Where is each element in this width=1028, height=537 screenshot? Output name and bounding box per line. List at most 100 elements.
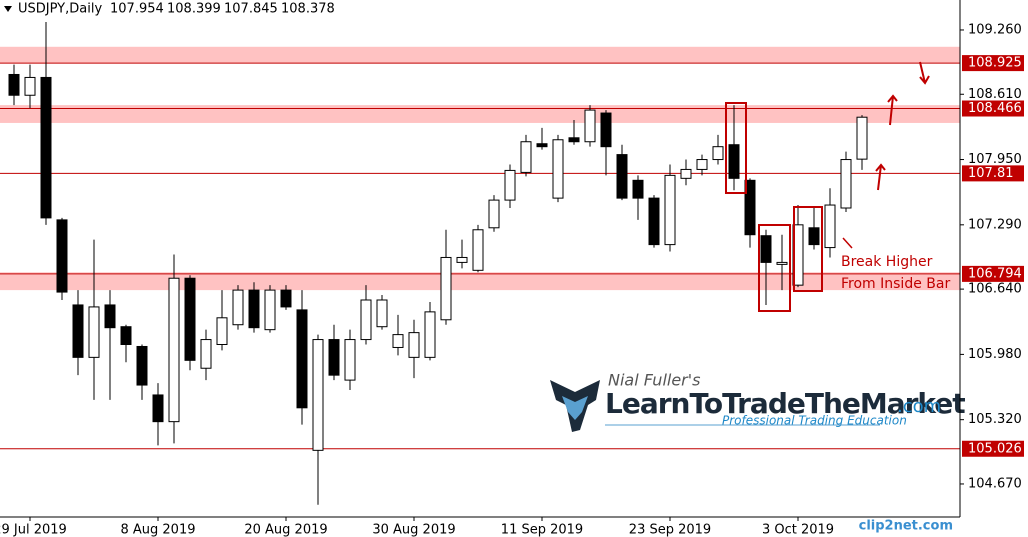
- candle-body: [168, 277, 180, 423]
- level-tag: [962, 55, 1024, 72]
- zone: [0, 272, 960, 291]
- level-tag: [962, 165, 1024, 182]
- candle-body: [472, 229, 484, 271]
- candle-body: [824, 204, 836, 249]
- x-tick-label: 3 Oct 2019: [762, 523, 834, 537]
- annotation: From Inside Bar: [841, 276, 950, 292]
- candle-body: [808, 227, 820, 246]
- candle-body: [104, 304, 116, 329]
- candle-body: [8, 73, 20, 96]
- candle-body: [376, 299, 388, 328]
- candle-body: [184, 277, 196, 361]
- chart-title: USDJPY,Daily: [18, 2, 102, 17]
- candle-body: [24, 76, 36, 96]
- arrow: [875, 163, 886, 191]
- candle-body: [72, 304, 84, 358]
- highlight-boxes: [725, 61, 930, 312]
- candle-body: [248, 289, 260, 329]
- candle-body: [584, 109, 596, 143]
- level-label: 105.026: [968, 441, 1022, 456]
- candle-body: [424, 311, 436, 358]
- candle-body: [664, 174, 676, 246]
- ohlc-low: 107.845: [224, 2, 278, 17]
- candle-body: [744, 179, 756, 236]
- candle-body: [392, 334, 404, 348]
- highlight-box: [793, 206, 823, 292]
- pointer: [842, 237, 853, 249]
- zone: [0, 46, 960, 64]
- candle-body: [88, 306, 100, 358]
- level-label: 106.794: [968, 266, 1022, 281]
- zones: [0, 46, 960, 291]
- candles: [8, 22, 868, 505]
- candle-body: [840, 159, 852, 209]
- arrow: [919, 61, 930, 85]
- candle-body: [456, 256, 468, 263]
- level-tag: [962, 265, 1024, 282]
- candle-body: [616, 154, 628, 199]
- logo-bull-face: [562, 396, 588, 420]
- candle-body: [136, 345, 148, 386]
- level-label: 108.925: [968, 56, 1022, 71]
- candle-body: [552, 139, 564, 199]
- x-tick-label: 11 Sep 2019: [501, 523, 583, 537]
- candle-body: [328, 339, 340, 376]
- candle-body: [440, 256, 452, 321]
- candle-body: [264, 289, 276, 331]
- axes: 109.260 108.610 107.950 107.290 106.640 105.9…: [0, 22, 1024, 537]
- candle-body: [632, 179, 644, 199]
- candle-body: [216, 317, 228, 346]
- candle-body: [296, 309, 308, 409]
- candle-body: [120, 326, 132, 346]
- x-tick-label: 29 Jul 2019: [0, 523, 67, 537]
- candle-body: [232, 289, 244, 326]
- x-tick-label: 8 Aug 2019: [120, 523, 195, 537]
- level-tag: [962, 440, 1024, 457]
- candle-body: [648, 197, 660, 246]
- candle-body: [696, 159, 708, 170]
- y-tick-label: 105.320: [968, 412, 1022, 427]
- logo-name: LearnToTradeTheMarket: [605, 387, 965, 420]
- candle-body: [152, 394, 164, 423]
- candle-body: [408, 332, 420, 358]
- candle-body: [776, 261, 788, 265]
- candle-body: [488, 199, 500, 229]
- ohlc-high: 108.399: [167, 2, 221, 17]
- candle-body: [344, 339, 356, 381]
- candle-body: [568, 137, 580, 143]
- zone: [0, 105, 960, 123]
- level-tag: [962, 100, 1024, 117]
- candle-body: [280, 289, 292, 308]
- candle-body: [520, 141, 532, 173]
- ohlc-close: 108.378: [281, 2, 335, 17]
- candle-body: [712, 146, 724, 161]
- candle-body: [600, 112, 612, 148]
- y-tick-label: 105.980: [968, 347, 1022, 362]
- x-tick-label: 30 Aug 2019: [372, 523, 455, 537]
- y-tick-label: 106.640: [968, 282, 1022, 297]
- y-tick-label: 107.290: [968, 217, 1022, 232]
- candle-body: [56, 219, 68, 293]
- y-tick-label: 104.670: [968, 476, 1022, 491]
- logo-domain: .com: [897, 396, 941, 417]
- logo-tagline: Professional Trading Education: [722, 414, 907, 428]
- candle-body: [360, 299, 372, 341]
- logo: Nial Fuller's LearnToTradeTheMarket .com…: [550, 371, 966, 432]
- candle-body: [680, 168, 692, 179]
- candle-body: [40, 76, 52, 219]
- candle-body: [536, 143, 548, 148]
- y-tick-label: 107.950: [968, 152, 1022, 167]
- menu-triangle: [4, 6, 12, 12]
- candle-body: [728, 144, 740, 179]
- candle-body: [200, 339, 212, 369]
- arrow: [887, 94, 898, 126]
- ohlc-open: 107.954: [110, 2, 164, 17]
- annotation: Break Higher: [841, 254, 933, 270]
- highlight-box: [725, 102, 747, 194]
- x-tick-label: 23 Sep 2019: [629, 523, 711, 537]
- candle-body: [760, 235, 772, 263]
- level-label: 107.81: [968, 166, 1014, 181]
- candle-body: [312, 339, 324, 451]
